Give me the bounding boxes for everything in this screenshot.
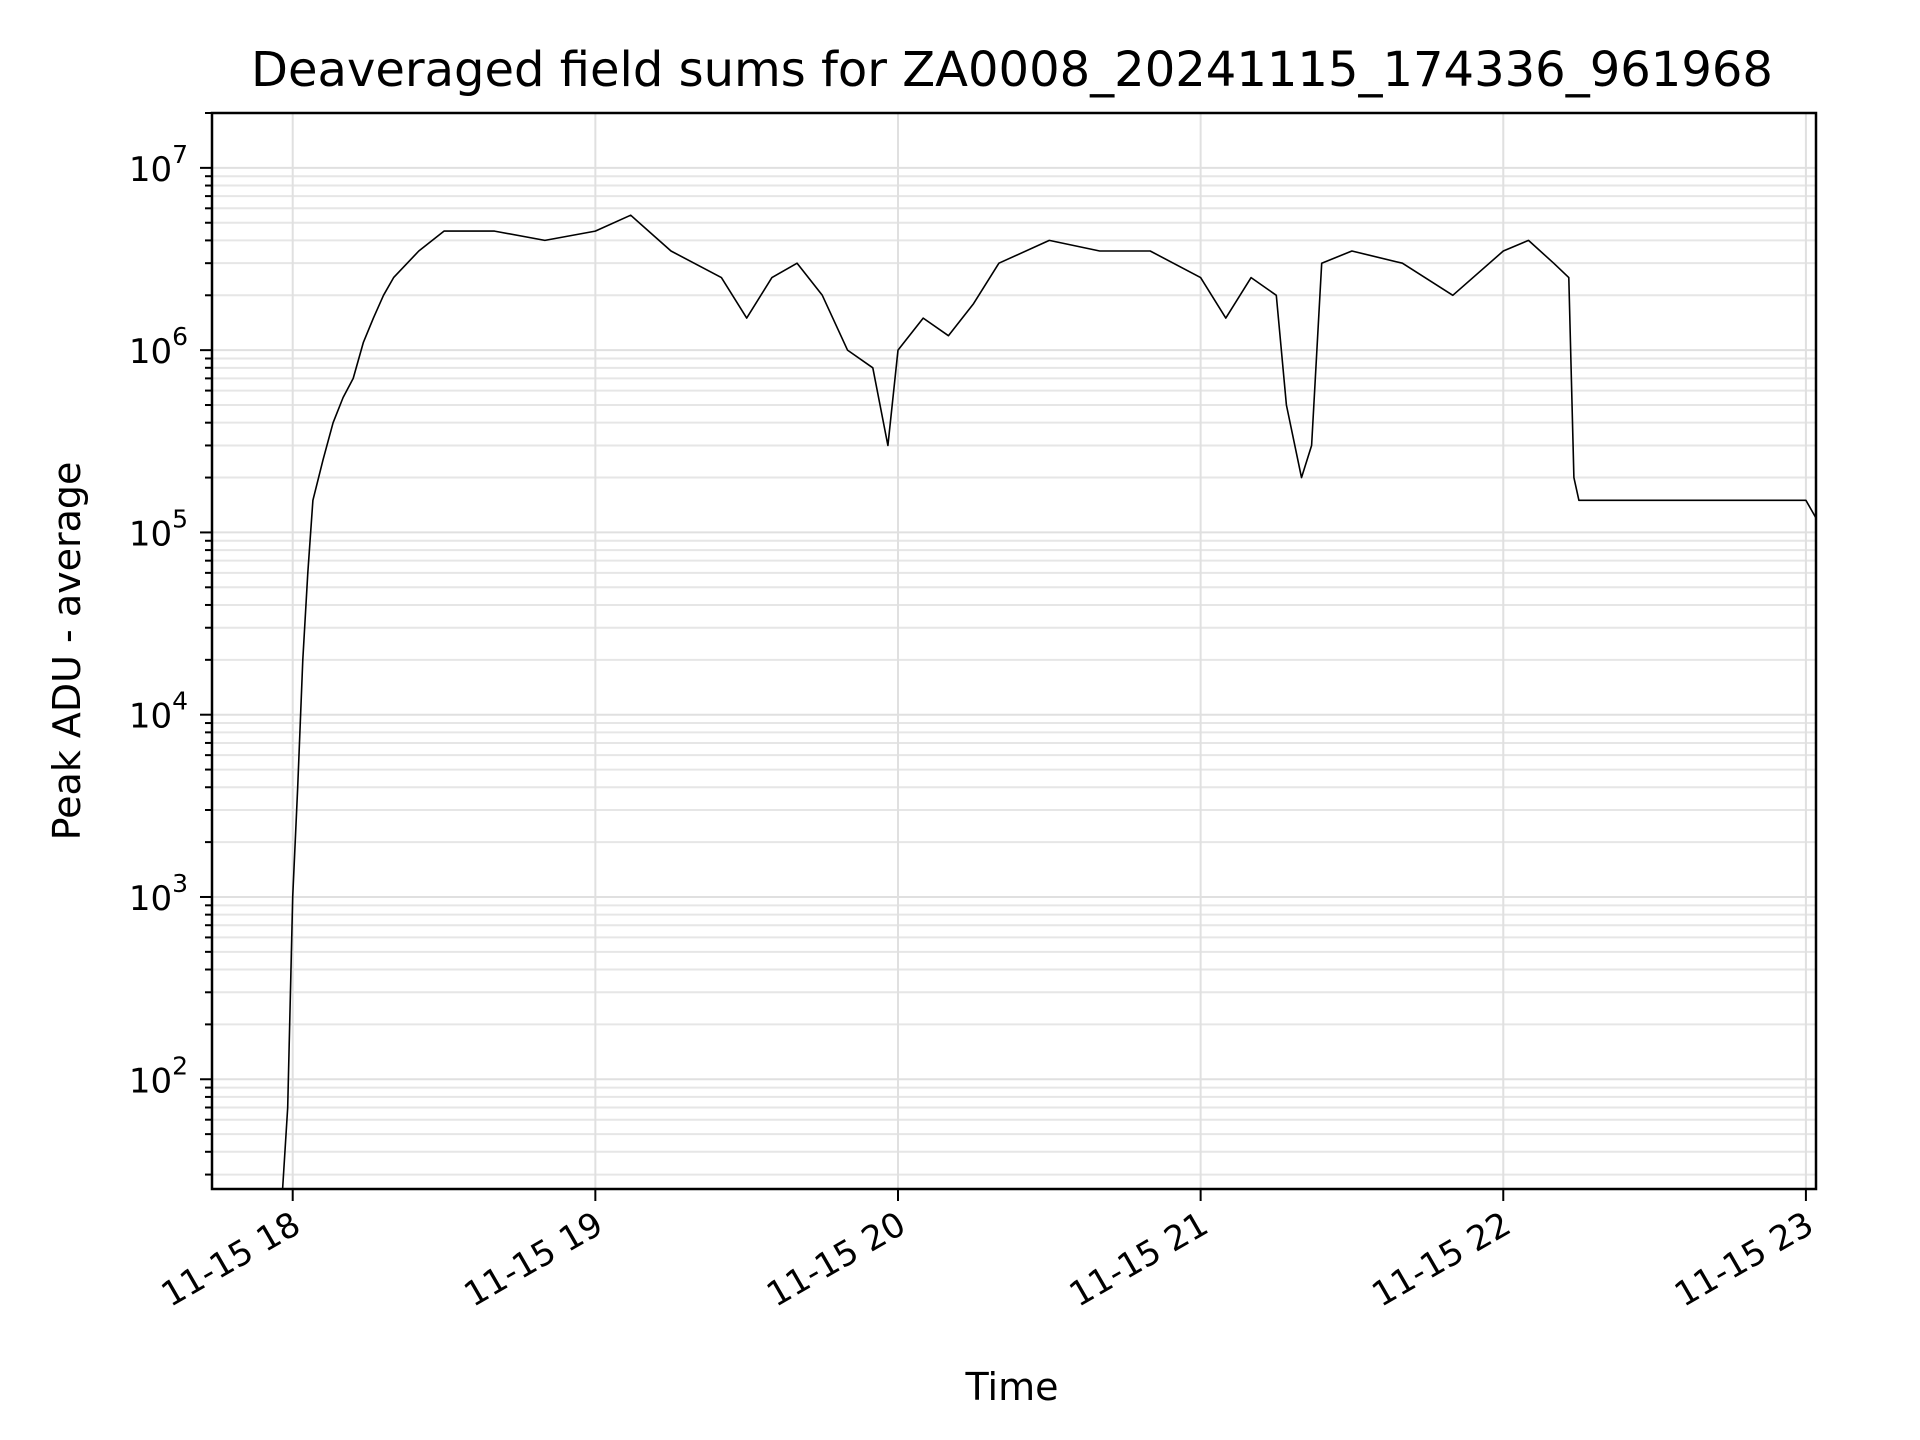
- y-axis-label: Peak ADU - average: [45, 462, 89, 841]
- series-layer: [281, 214, 1817, 1190]
- x-tick-label: 11-15 22: [1365, 1204, 1517, 1315]
- x-axis-label: Time: [965, 1365, 1059, 1409]
- x-axis: 11-15 18 11-15 19 11-15 20 11-15 21 11-15 22…: [155, 1189, 1820, 1315]
- y-tick-label: 105: [129, 504, 188, 554]
- y-tick-label: 107: [129, 140, 188, 190]
- series-line: [281, 214, 1817, 1190]
- x-tick-label: 11-15 23: [1668, 1204, 1820, 1315]
- plot-frame: [210, 111, 1818, 1191]
- x-tick-label: 11-15 20: [760, 1204, 912, 1315]
- x-tick-label: 11-15 19: [457, 1204, 609, 1315]
- y-tick-label: 102: [129, 1051, 188, 1101]
- grid: [212, 112, 1816, 1189]
- y-tick-label: 103: [129, 869, 188, 919]
- y-tick-label: 104: [129, 687, 188, 737]
- chart-title: Deaveraged field sums for ZA0008_2024111…: [251, 42, 1773, 98]
- x-tick-label: 11-15 18: [155, 1204, 307, 1315]
- x-tick-label: 11-15 21: [1063, 1204, 1215, 1315]
- y-axis: 102 103 104 105 106 107: [129, 112, 212, 1176]
- y-tick-label: 106: [129, 322, 188, 372]
